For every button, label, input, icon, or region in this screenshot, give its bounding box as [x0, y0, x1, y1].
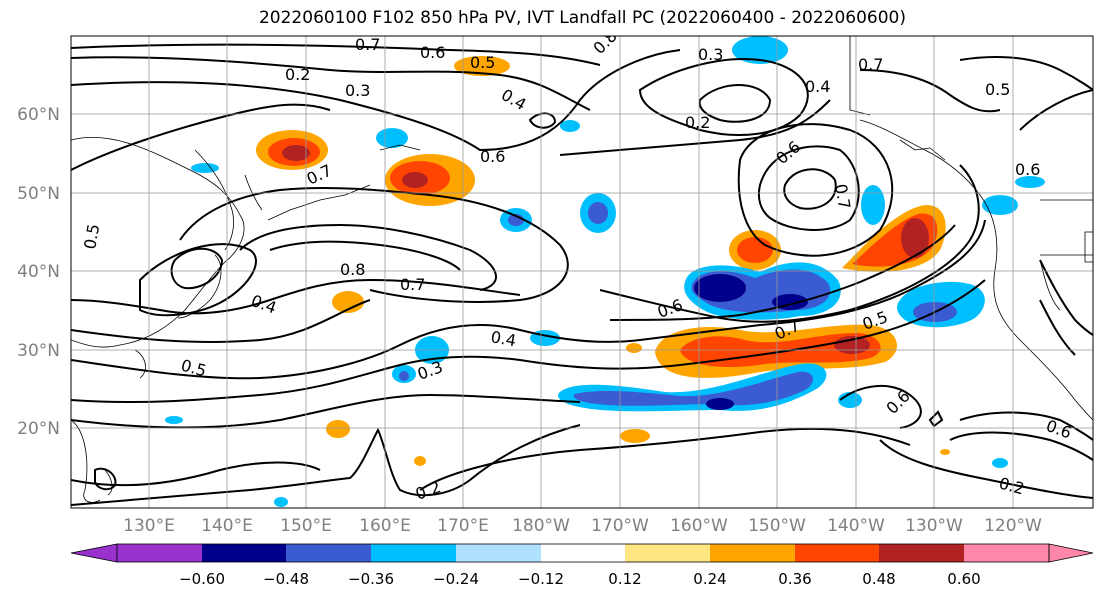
positive-anomaly-135W-44N [842, 205, 946, 272]
lon-label: 150°W [748, 516, 806, 536]
lon-label: 140°W [827, 516, 885, 536]
colorbar-high-extend [1048, 543, 1094, 563]
negative-anomaly-150W-24N [557, 363, 827, 412]
lon-label: 160°W [670, 516, 728, 536]
positive-anomaly-167E-17N [414, 456, 426, 466]
negative-anomaly-158W-38N [684, 262, 841, 320]
contour-label: 0.3 [698, 45, 723, 64]
positive-anomaly-155E-20N [326, 420, 350, 438]
lat-label-30N: 30°N [17, 341, 60, 361]
lon-label: 180°W [512, 516, 570, 536]
lat-label-60N: 60°N [17, 105, 60, 125]
colorbar-segment [795, 544, 879, 562]
contour-label: 0.7 [400, 275, 425, 294]
contour-label: 0.6 [420, 43, 445, 62]
colorbar-tick-label: 0.36 [778, 570, 811, 588]
colorbar-tick-label: −0.24 [433, 570, 479, 588]
colorbar-segment [541, 544, 625, 562]
colorbar-tick-label: 0.24 [693, 570, 726, 588]
colorbar-tick-label: −0.60 [179, 570, 225, 588]
pv-contours [71, 43, 1093, 506]
contour-label: 0.7 [355, 35, 380, 54]
negative-anomaly-168W-47N [580, 193, 616, 233]
coastlines [71, 36, 1093, 503]
positive-anomaly-150E-55N [256, 130, 328, 170]
colorbar-low-extend [70, 543, 118, 563]
colorbar-segment [625, 544, 710, 562]
negative-anomaly-140W-45N [861, 185, 885, 225]
colorbar-segment [964, 544, 1049, 562]
colorbar-tick-label: 0.60 [947, 570, 980, 588]
contour-label: 0.5 [80, 222, 103, 250]
negative-anomaly-150E-10N [274, 497, 288, 507]
negative-anomaly-155W-66N [732, 36, 788, 64]
colorbar-segment [371, 544, 456, 562]
negative-anomaly-120W-52N [1015, 176, 1045, 188]
colorbar-segment [710, 544, 795, 562]
lon-label: 170°E [437, 516, 489, 536]
gridlines [71, 36, 1093, 508]
contour-label: 0.5 [470, 53, 495, 72]
lon-label: 150°E [280, 516, 332, 536]
contour-label: 0.3 [345, 81, 370, 100]
map-panel: 0.7 0.6 0.8 0.3 0.2 0.3 0.4 0.7 0.4 0.5 … [71, 35, 1093, 508]
colorbar-segment [456, 544, 541, 562]
contour-label: 0.8 [340, 260, 365, 279]
lon-label: 130°W [905, 516, 963, 536]
colorbar-segment [879, 544, 964, 562]
colorbar-segment [117, 544, 202, 562]
map-frame [70, 35, 1094, 509]
contour-label: 0.6 [1015, 160, 1040, 179]
latitude-labels: 60°N 50°N 40°N 30°N 20°N [17, 105, 60, 439]
colorbar-tick-label: 0.48 [862, 570, 895, 588]
negative-anomaly-128W-48N [982, 195, 1018, 215]
positive-anomaly-130W-16N [940, 449, 950, 455]
contour-label: 0.5 [985, 80, 1010, 99]
positive-anomaly-165E-52N [385, 154, 475, 206]
lon-label: 160°E [359, 516, 411, 536]
lat-label-40N: 40°N [17, 262, 60, 282]
positive-anomaly-170W-21N [620, 429, 650, 443]
positive-anomaly-152W-43N [729, 230, 781, 270]
longitude-labels: 130°E 140°E 150°E 160°E 170°E 180°W 170°… [123, 516, 1042, 536]
colorbar-tick-label: −0.48 [263, 570, 309, 588]
positive-anomaly-158E-37N [332, 291, 364, 313]
colorbar: −0.60 −0.48 −0.36 −0.24 −0.12 0.12 0.24 … [70, 543, 1094, 588]
colorbar-tick-label: −0.36 [348, 570, 394, 588]
contour-label: 0.6 [480, 147, 505, 166]
colorbar-tick-label: −0.12 [518, 570, 564, 588]
negative-anomaly-175W-61N [560, 120, 580, 132]
contour-label: 0.4 [805, 77, 830, 96]
negative-anomaly-143E-53N [191, 163, 219, 173]
lon-label: 130°E [123, 516, 175, 536]
lat-label-20N: 20°N [17, 419, 60, 439]
lon-label: 170°W [591, 516, 649, 536]
colorbar-segment [286, 544, 371, 562]
contour-label: 0.2 [285, 65, 310, 84]
colorbar-frame [116, 543, 1050, 563]
contour-label: 0.2 [685, 113, 710, 132]
colorbar-tick-label: 0.12 [608, 570, 641, 588]
colorbar-segment [202, 544, 286, 562]
lon-label: 140°E [201, 516, 253, 536]
contour-label: 0.7 [831, 182, 854, 210]
negative-anomaly-130W-18N [992, 458, 1008, 468]
negative-anomaly-148E-21N [165, 416, 183, 424]
map-title: 2022060100 F102 850 hPa PV, IVT Landfall… [258, 8, 906, 28]
lon-label: 120°W [984, 516, 1042, 536]
negative-anomaly-163E-56N [376, 128, 408, 148]
contour-label: 0.7 [858, 55, 883, 74]
contour-label: 0.4 [489, 327, 517, 350]
positive-anomaly-165E-65N [454, 56, 510, 76]
lat-label-50N: 50°N [17, 184, 60, 204]
positive-anomaly-160W-34N [626, 343, 642, 353]
